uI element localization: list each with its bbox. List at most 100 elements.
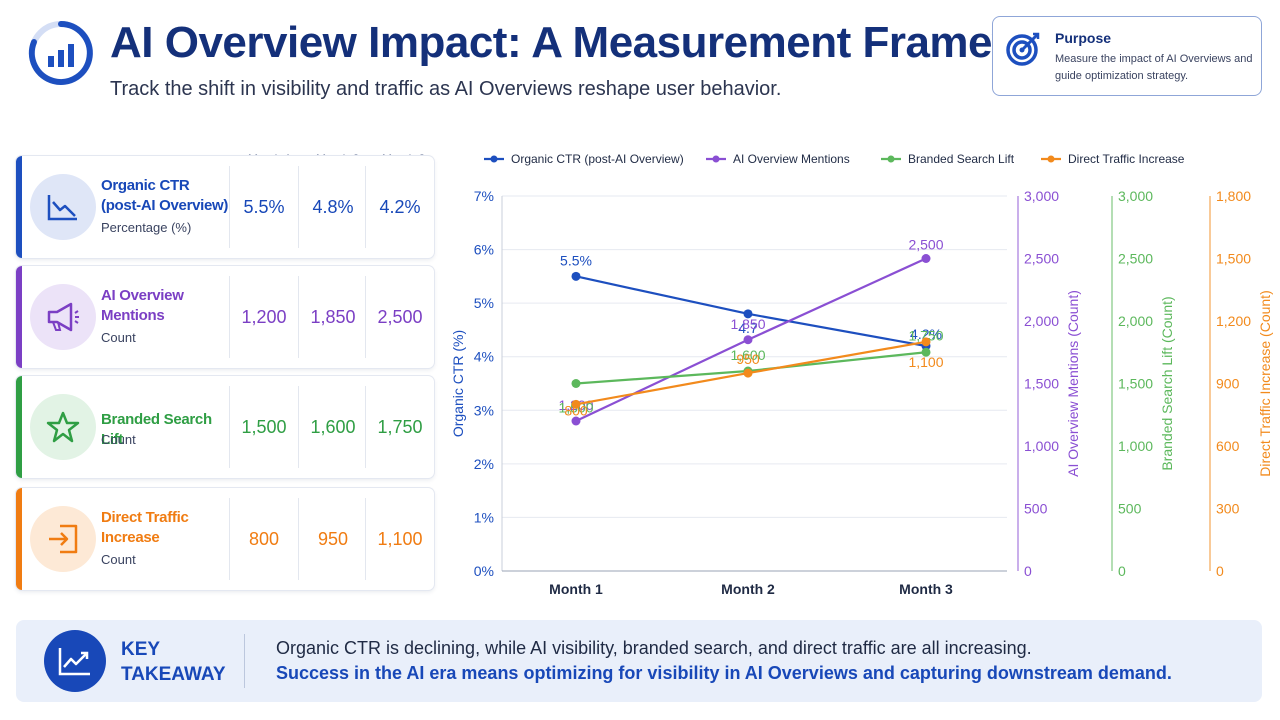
metric-value: 800 — [248, 528, 280, 549]
page-title: AI Overview Impact: A Measurement Framew… — [110, 18, 1093, 67]
secondary-tick-label: 1,000 — [1024, 438, 1059, 454]
takeaway-label: KEY TAKEAWAY — [121, 639, 226, 685]
secondary-tick-label: 2,000 — [1118, 313, 1153, 329]
legend-marker — [490, 155, 498, 163]
secondary-tick-label: 300 — [1216, 501, 1240, 517]
data-label: 4.7 — [738, 320, 758, 336]
y-tick-label: 0% — [474, 563, 494, 579]
key-takeaway-banner: KEY TAKEAWAY Organic CTR is declining, w… — [16, 620, 1262, 702]
secondary-tick-label: 500 — [1118, 501, 1142, 517]
enter-icon — [30, 506, 96, 572]
data-point — [571, 271, 581, 281]
trend-up-icon — [44, 630, 106, 692]
metric-value: 1,100 — [377, 528, 423, 549]
metric-value: 1,750 — [377, 416, 423, 437]
legend-marker — [1047, 155, 1055, 163]
bar-chart-logo-icon — [28, 20, 94, 86]
legend-marker — [887, 155, 895, 163]
data-label: 1,750 — [908, 327, 943, 343]
secondary-tick-label: 500 — [1024, 501, 1048, 517]
takeaway-line-1: Organic CTR is declining, while AI visib… — [276, 638, 1032, 658]
y-tick-label: 5% — [474, 295, 494, 311]
data-label: 5.5% — [560, 252, 592, 268]
secondary-tick-label: 0 — [1024, 563, 1032, 579]
metric-name: Branded Search Lift — [101, 411, 212, 448]
x-tick-label: Month 1 — [549, 581, 603, 597]
data-label: 4.2% — [910, 326, 942, 342]
data-label: 1,600 — [730, 347, 765, 363]
takeaway-line-2: Success in the AI era means optimizing f… — [276, 663, 1172, 683]
data-label: 1,850 — [730, 316, 765, 332]
secondary-tick-label: 1,500 — [1216, 251, 1251, 267]
metric-name: AI Overview Mentions — [101, 287, 184, 324]
metric-value: 4.2% — [379, 196, 421, 217]
data-label: 800 — [564, 402, 588, 418]
legend-marker — [712, 155, 720, 163]
page-subtitle: Track the shift in visibility and traffi… — [110, 78, 782, 100]
data-point — [921, 254, 931, 263]
purpose-title: Purpose — [1055, 30, 1112, 46]
legend-label: Branded Search Lift — [908, 152, 1015, 166]
metric-value: 1,200 — [241, 306, 287, 327]
secondary-axis-title: Branded Search Lift (Count) — [1159, 296, 1175, 470]
data-point — [743, 368, 753, 378]
purpose-text: Measure the impact of AI Overviews and g… — [1055, 53, 1253, 82]
secondary-tick-label: 1,500 — [1024, 376, 1059, 392]
metric-unit: Count — [101, 552, 136, 567]
metric-card-branded-search: Branded Search Lift Count 1,500 1,600 1,… — [16, 376, 434, 478]
y-tick-label: 1% — [474, 509, 494, 525]
data-point — [571, 399, 581, 409]
metric-value: 4.8% — [312, 196, 354, 217]
y-tick-label: 2% — [474, 456, 494, 472]
metric-unit: Count — [101, 330, 136, 345]
x-tick-label: Month 3 — [899, 581, 953, 597]
purpose-card: Purpose Measure the impact of AI Overvie… — [992, 16, 1262, 96]
metric-card-organic-ctr: Organic CTR (post-AI Overview) Percentag… — [16, 156, 434, 258]
target-icon — [1005, 31, 1041, 67]
secondary-tick-label: 3,000 — [1118, 188, 1153, 204]
secondary-tick-label: 2,000 — [1024, 313, 1059, 329]
data-label: 2,500 — [908, 237, 943, 253]
metric-value: 1,500 — [241, 416, 287, 437]
secondary-tick-label: 3,000 — [1024, 188, 1059, 204]
data-point — [743, 309, 753, 319]
metric-unit: Count — [101, 432, 136, 447]
data-point — [921, 337, 931, 347]
y-axis-title: Organic CTR (%) — [450, 330, 466, 437]
data-point — [743, 335, 753, 345]
secondary-tick-label: 600 — [1216, 438, 1240, 454]
secondary-tick-label: 1,200 — [1216, 313, 1251, 329]
legend-label: AI Overview Mentions — [733, 152, 850, 166]
star-icon — [30, 394, 96, 460]
y-tick-label: 3% — [474, 402, 494, 418]
metric-value: 1,600 — [310, 416, 356, 437]
legend-label: Organic CTR (post-AI Overview) — [511, 152, 684, 166]
secondary-tick-label: 900 — [1216, 376, 1240, 392]
metric-card-ai-mentions: AI Overview Mentions Count 1,200 1,850 2… — [16, 266, 434, 368]
x-tick-label: Month 2 — [721, 581, 775, 597]
metric-card-direct-traffic: Direct Traffic Increase Count 800 950 1,… — [16, 488, 434, 590]
metric-unit: Percentage (%) — [101, 220, 192, 235]
secondary-tick-label: 1,500 — [1118, 376, 1153, 392]
y-tick-label: 4% — [474, 349, 494, 365]
secondary-tick-label: 0 — [1118, 563, 1126, 579]
y-tick-label: 6% — [474, 242, 494, 258]
multi-axis-line-chart: 0% 1% 2% 3% 4% 5% 6% 7% Organic CTR (%) 0 500 1,000… — [450, 152, 1273, 597]
secondary-axis-title: Direct Traffic Increase (Count) — [1257, 290, 1273, 476]
data-label: 1,100 — [908, 354, 943, 370]
data-point — [571, 416, 581, 426]
secondary-tick-label: 0 — [1216, 563, 1224, 579]
metric-value: 2,500 — [377, 306, 423, 327]
secondary-axis-title: AI Overview Mentions (Count) — [1065, 290, 1081, 477]
megaphone-icon — [30, 284, 96, 350]
metric-value: 950 — [317, 528, 349, 549]
metric-name: Direct Traffic Increase — [101, 509, 189, 546]
legend-label: Direct Traffic Increase — [1068, 152, 1185, 166]
data-point — [571, 379, 581, 388]
line-chart-icon — [30, 174, 96, 240]
secondary-tick-label: 1,000 — [1118, 438, 1153, 454]
metric-value: 5.5% — [243, 196, 285, 217]
data-point — [921, 347, 931, 357]
data-label: 950 — [736, 351, 760, 367]
